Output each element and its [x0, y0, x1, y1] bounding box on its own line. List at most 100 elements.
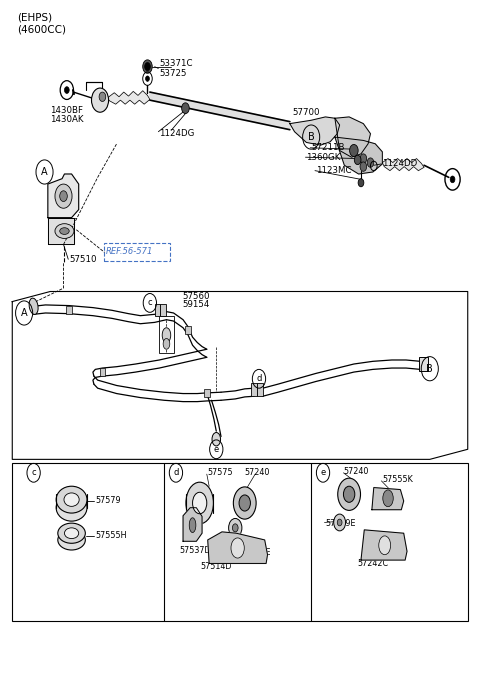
Bar — [155, 303, 160, 315]
Text: B: B — [426, 364, 433, 374]
Polygon shape — [208, 532, 267, 563]
Polygon shape — [150, 92, 290, 130]
Text: 57211B: 57211B — [311, 144, 345, 152]
Polygon shape — [383, 158, 424, 171]
Text: d: d — [256, 374, 262, 383]
Bar — [257, 383, 263, 395]
Circle shape — [367, 158, 374, 167]
Ellipse shape — [233, 487, 256, 519]
Ellipse shape — [186, 482, 214, 524]
Polygon shape — [107, 91, 150, 104]
Ellipse shape — [383, 490, 393, 506]
Circle shape — [354, 155, 361, 165]
Polygon shape — [48, 217, 74, 244]
Ellipse shape — [212, 433, 220, 446]
Ellipse shape — [192, 492, 207, 514]
Circle shape — [181, 103, 189, 114]
Text: 57700: 57700 — [292, 108, 320, 117]
Text: A: A — [41, 167, 48, 177]
Text: 1430AK: 1430AK — [50, 115, 84, 124]
Ellipse shape — [239, 495, 251, 511]
Polygon shape — [183, 508, 202, 542]
Ellipse shape — [64, 528, 79, 539]
Text: 57239E: 57239E — [240, 548, 271, 556]
Circle shape — [99, 92, 106, 102]
Text: 57575: 57575 — [208, 468, 233, 477]
Ellipse shape — [55, 223, 74, 238]
Text: 1124DD: 1124DD — [383, 159, 418, 169]
Text: 57240: 57240 — [245, 468, 270, 477]
Text: 57555H: 57555H — [96, 531, 127, 540]
Text: 57242C: 57242C — [358, 559, 389, 568]
Text: A: A — [21, 308, 27, 318]
Circle shape — [92, 88, 108, 112]
Text: (EHPS): (EHPS) — [17, 13, 52, 23]
Text: 57239E: 57239E — [325, 519, 356, 528]
Bar — [252, 383, 257, 395]
Text: 57579: 57579 — [96, 496, 121, 506]
Bar — [160, 303, 166, 315]
Text: 1360GK: 1360GK — [306, 153, 341, 162]
Circle shape — [450, 176, 455, 183]
Circle shape — [55, 184, 72, 209]
Polygon shape — [335, 117, 371, 157]
Ellipse shape — [58, 523, 85, 543]
Circle shape — [60, 191, 67, 202]
Text: 1430BF: 1430BF — [50, 106, 83, 114]
Text: e: e — [214, 445, 219, 454]
Text: 57560: 57560 — [182, 292, 210, 301]
Text: 1124DG: 1124DG — [159, 129, 195, 138]
Text: d: d — [173, 468, 179, 477]
Text: e: e — [321, 468, 325, 477]
Text: (4600CC): (4600CC) — [17, 24, 66, 35]
Ellipse shape — [162, 328, 171, 343]
Ellipse shape — [56, 494, 87, 521]
Ellipse shape — [189, 518, 196, 533]
Bar — [99, 368, 105, 376]
Ellipse shape — [58, 530, 85, 550]
Text: 57514D: 57514D — [201, 563, 232, 571]
Bar — [159, 316, 174, 353]
Ellipse shape — [163, 338, 170, 349]
Circle shape — [64, 87, 69, 93]
Ellipse shape — [231, 538, 244, 558]
Text: 59154: 59154 — [182, 301, 209, 309]
Text: B: B — [308, 132, 314, 142]
Ellipse shape — [343, 486, 355, 502]
Circle shape — [144, 62, 150, 70]
Text: 57510: 57510 — [69, 255, 96, 264]
Ellipse shape — [56, 486, 87, 513]
Text: c: c — [31, 468, 36, 477]
Ellipse shape — [64, 493, 79, 506]
Polygon shape — [372, 487, 404, 510]
Polygon shape — [335, 137, 383, 174]
Polygon shape — [361, 530, 407, 560]
Ellipse shape — [379, 536, 391, 554]
Bar — [12, 462, 468, 621]
Circle shape — [358, 179, 364, 187]
Circle shape — [360, 162, 367, 171]
Circle shape — [349, 144, 358, 156]
Polygon shape — [290, 117, 340, 145]
Text: 53725: 53725 — [159, 69, 187, 78]
Bar — [66, 305, 72, 313]
Ellipse shape — [337, 519, 342, 526]
Circle shape — [143, 60, 152, 73]
Text: 1123MC: 1123MC — [316, 166, 351, 175]
Text: 57240: 57240 — [343, 467, 369, 476]
Bar — [185, 326, 191, 334]
Text: c: c — [147, 299, 152, 307]
Ellipse shape — [232, 524, 238, 532]
Ellipse shape — [29, 298, 38, 314]
Ellipse shape — [60, 227, 69, 234]
Ellipse shape — [228, 519, 242, 538]
Circle shape — [360, 154, 367, 163]
Circle shape — [145, 76, 149, 81]
Polygon shape — [48, 174, 79, 217]
Text: 53371C: 53371C — [159, 60, 193, 68]
Text: REF.56-571: REF.56-571 — [106, 247, 154, 257]
Ellipse shape — [338, 478, 360, 510]
Text: 57555K: 57555K — [383, 475, 413, 484]
Text: 57537D: 57537D — [179, 546, 211, 554]
Ellipse shape — [334, 514, 346, 531]
